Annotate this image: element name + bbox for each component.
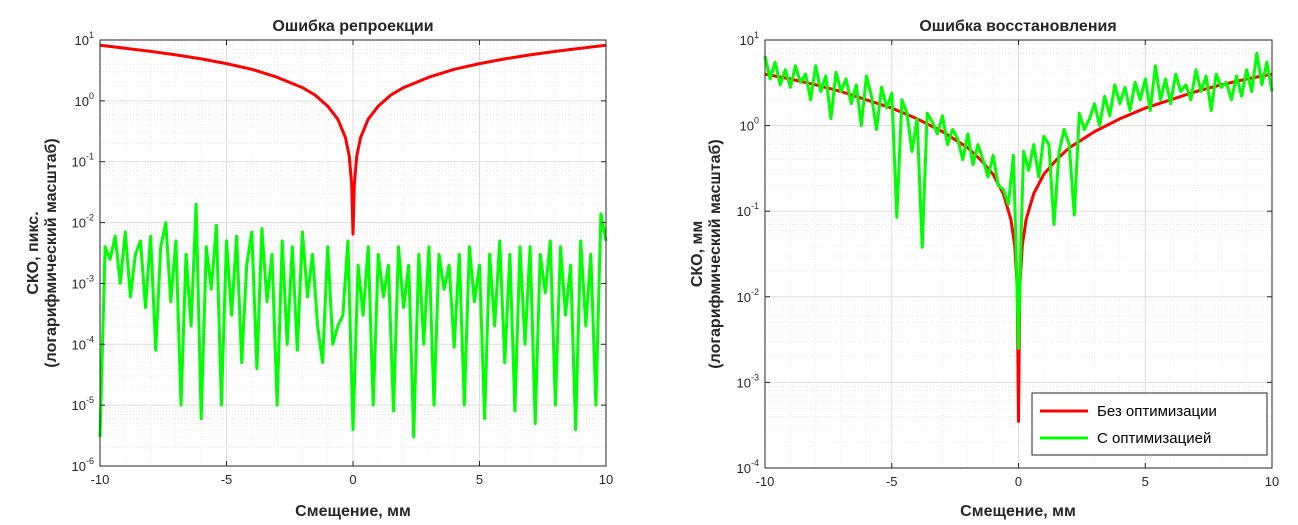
left-y-tick-label: 10-1 xyxy=(72,152,94,170)
right-y-axis-label-line1: СКО, мм xyxy=(689,221,706,287)
right-y-tick-label: 100 xyxy=(740,116,759,134)
legend: Без оптимизации С оптимизацией xyxy=(1031,392,1268,456)
right-tick-marks: 10-4 10-3 10-2 10-1 100 101 -10 -5 0 5 10 xyxy=(737,30,1280,489)
left-y-tick-label: 100 xyxy=(75,91,94,109)
left-x-axis-label: Смещение, мм xyxy=(295,503,411,520)
right-y-tick-label: 10-1 xyxy=(737,201,759,219)
left-tick-marks: 10-6 10-5 10-4 10-3 10-2 10-1 100 101 -10 -5 0 5 10 xyxy=(72,30,614,487)
right-y-tick-label: 10-3 xyxy=(737,372,759,390)
left-x-tick-label: -5 xyxy=(221,472,233,487)
left-y-axis-label-line2: (логарифмический масштаб) xyxy=(43,138,60,367)
left-y-tick-label: 10-2 xyxy=(72,213,94,231)
left-x-tick-label: 0 xyxy=(349,472,356,487)
right-x-tick-label: -10 xyxy=(756,474,775,489)
left-y-tick-label: 10-4 xyxy=(72,334,94,352)
left-y-tick-label: 10-3 xyxy=(72,273,94,291)
right-chart-title: Ошибка восстановления xyxy=(919,18,1116,35)
right-x-tick-label: 5 xyxy=(1142,474,1149,489)
left-chart-title: Ошибка репроекции xyxy=(272,18,433,35)
legend-label-s-optimizaciej: С оптимизацией xyxy=(1097,430,1211,447)
left-y-tick-label: 101 xyxy=(75,30,94,48)
right-x-tick-label: 10 xyxy=(1265,474,1279,489)
left-line-red xyxy=(99,43,607,236)
right-y-tick-label: 101 xyxy=(740,30,759,48)
left-y-axis-label-line1: СКО, пикс. xyxy=(25,211,42,294)
right-line-green xyxy=(763,51,1274,350)
right-y-tick-label: 10-4 xyxy=(737,458,759,476)
right-y-axis-label-line2: (логарифмический масштаб) xyxy=(707,139,724,368)
left-y-tick-label: 10-6 xyxy=(72,456,94,474)
legend-label-bez-optimizacii: Без оптимизации xyxy=(1097,403,1217,420)
right-axes: 10-4 10-3 10-2 10-1 100 101 -10 -5 0 5 10 Ошибка в… xyxy=(689,18,1279,520)
right-x-tick-label: -5 xyxy=(886,474,898,489)
right-x-axis-label: Смещение, мм xyxy=(960,503,1076,520)
left-x-tick-label: 10 xyxy=(599,472,613,487)
left-line-green xyxy=(98,202,608,439)
left-x-tick-label: -10 xyxy=(91,472,110,487)
right-x-tick-label: 0 xyxy=(1015,474,1022,489)
left-x-tick-label: 5 xyxy=(476,472,483,487)
right-y-tick-label: 10-2 xyxy=(737,287,759,305)
legend-box xyxy=(1031,392,1268,456)
left-series-group xyxy=(98,43,608,439)
right-series-group xyxy=(763,51,1274,423)
left-y-tick-label: 10-5 xyxy=(72,395,94,413)
